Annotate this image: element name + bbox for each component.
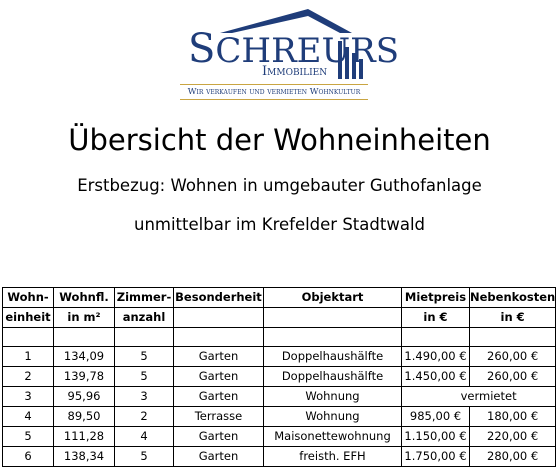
header-unit-eur-miete: in €	[401, 307, 470, 328]
header-empty-5	[263, 307, 402, 328]
logo-tagline: Wir verkaufen und vermieten Wohnkultur	[180, 84, 368, 100]
header-zimmer: Zimmer-	[114, 287, 174, 308]
table-row: 1 134,09 5 Garten Doppelhaushälfte 1.490…	[2, 346, 557, 367]
table-spacer-row	[2, 327, 557, 347]
page-title: Übersicht der Wohneinheiten	[68, 123, 491, 157]
table-header-row: Wohn- Wohnfl. Zimmer- Besonderheit Objek…	[2, 287, 557, 308]
vermietet-status: vermietet	[400, 386, 557, 407]
header-mietpreis: Mietpreis	[401, 287, 470, 308]
roof-logo-icon	[220, 9, 352, 33]
header-objektart: Objektart	[263, 287, 402, 308]
logo-brand: SCHREURS	[188, 26, 400, 72]
header-einheit: einheit	[2, 307, 54, 328]
header-empty-4	[173, 307, 264, 328]
header-besonderheit: Besonderheit	[173, 287, 264, 308]
units-table: Wohn- Wohnfl. Zimmer- Besonderheit Objek…	[2, 287, 557, 467]
page-subtitle-1: Erstbezug: Wohnen in umgebauter Guthofan…	[77, 176, 482, 195]
header-unit-m2: in m²	[53, 307, 115, 328]
table-row: 5 111,28 4 Garten Maisonettewohnung 1.15…	[2, 426, 557, 447]
header-wohneinheit: Wohn-	[2, 287, 54, 308]
building-bars-icon	[338, 41, 363, 79]
table-header-row-2: einheit in m² anzahl in € in €	[2, 307, 557, 328]
logo-subbrand: Immobilien	[262, 64, 328, 79]
header-unit-eur-nk: in €	[468, 307, 557, 328]
header-anzahl: anzahl	[114, 307, 174, 328]
table-row: 6 138,34 5 Garten freisth. EFH 1.750,00 …	[2, 446, 557, 467]
table-row: 4 89,50 2 Terrasse Wohnung 985,00 € 180,…	[2, 406, 557, 427]
table-row: 3 95,96 3 Garten Wohnung vermietet	[2, 386, 557, 407]
page-subtitle-2: unmittelbar im Krefelder Stadtwald	[133, 215, 425, 234]
company-logo: SCHREURS Immobilien Wir verkaufen und ve…	[180, 7, 399, 100]
table-row: 2 139,78 5 Garten Doppelhaushälfte 1.450…	[2, 366, 557, 387]
header-wohnflaeche: Wohnfl.	[53, 287, 115, 308]
header-nebenkosten: Nebenkosten	[468, 287, 557, 308]
